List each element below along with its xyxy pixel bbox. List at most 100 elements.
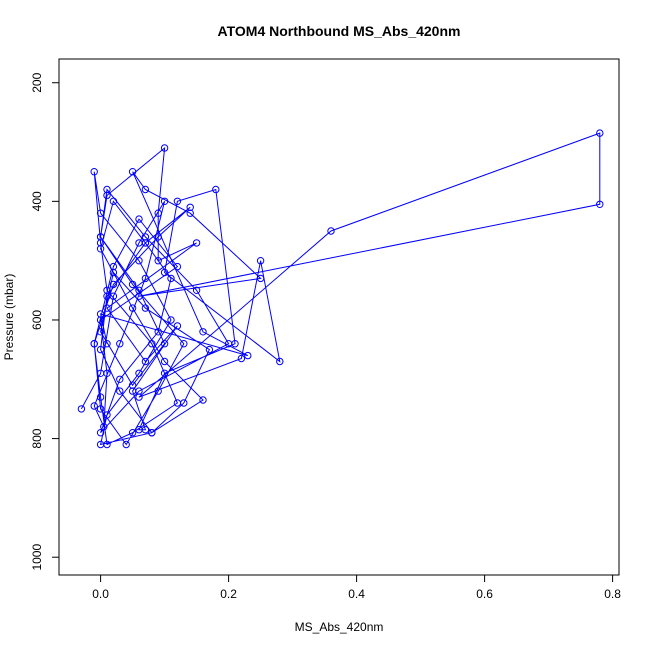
data-point xyxy=(596,200,604,209)
data-point xyxy=(109,268,118,277)
data-point xyxy=(77,405,86,413)
data-point xyxy=(596,129,604,137)
data-point xyxy=(160,369,169,377)
data-point xyxy=(186,203,194,212)
data-point xyxy=(256,257,265,265)
data-point xyxy=(90,402,98,410)
x-axis-label: MS_Abs_420nm xyxy=(295,620,384,634)
data-point xyxy=(90,340,98,348)
data-point xyxy=(135,369,143,377)
data-point xyxy=(141,239,150,247)
data-point xyxy=(96,328,105,336)
data-point xyxy=(135,426,143,434)
x-tick-label: 0.8 xyxy=(604,587,621,601)
data-point xyxy=(154,257,162,265)
data-point xyxy=(160,197,169,206)
series-points xyxy=(77,129,604,449)
x-tick-label: 0.0 xyxy=(92,587,109,601)
data-point xyxy=(154,387,162,395)
data-point xyxy=(128,387,137,395)
data-point xyxy=(116,375,124,383)
series-lines xyxy=(80,132,601,446)
data-point xyxy=(173,197,182,206)
data-point xyxy=(327,227,335,235)
data-point xyxy=(167,274,175,283)
data-point xyxy=(96,405,105,413)
data-point xyxy=(148,340,156,348)
x-axis: 0.0 0.2 0.4 0.6 0.8 xyxy=(92,574,621,601)
data-point xyxy=(103,292,111,300)
data-point xyxy=(103,369,111,377)
data-point xyxy=(116,387,124,395)
data-point xyxy=(96,233,105,241)
data-point xyxy=(148,429,156,437)
data-point xyxy=(141,185,150,194)
data-point xyxy=(160,268,169,277)
data-point xyxy=(256,274,265,283)
data-point xyxy=(109,280,118,289)
data-point xyxy=(135,215,143,223)
data-point xyxy=(100,423,108,431)
data-point xyxy=(199,396,207,404)
data-point xyxy=(96,345,105,354)
data-point xyxy=(231,340,239,348)
data-point xyxy=(180,340,188,348)
data-point xyxy=(199,328,207,336)
data-point xyxy=(103,440,111,449)
data-point xyxy=(103,185,111,194)
data-point xyxy=(141,357,150,366)
data-point xyxy=(160,340,169,348)
data-point xyxy=(186,209,194,217)
data-point xyxy=(160,357,169,366)
x-tick-label: 0.2 xyxy=(220,587,237,601)
data-point xyxy=(141,304,150,312)
y-tick-label: 1000 xyxy=(30,544,44,571)
plot-area xyxy=(77,129,604,449)
data-point xyxy=(96,393,105,401)
data-point xyxy=(212,185,220,194)
data-point xyxy=(192,239,201,247)
series-line xyxy=(80,132,601,446)
data-point xyxy=(109,197,118,206)
data-point xyxy=(128,168,137,176)
data-point xyxy=(141,274,150,283)
data-point xyxy=(96,429,105,437)
data-point xyxy=(167,316,175,324)
data-point xyxy=(122,440,130,449)
data-point xyxy=(116,340,124,348)
chart-title: ATOM4 Northbound MS_Abs_420nm xyxy=(218,23,461,39)
y-tick-label: 800 xyxy=(30,428,44,448)
y-tick-label: 400 xyxy=(30,191,44,211)
data-point xyxy=(135,292,143,300)
x-tick-label: 0.4 xyxy=(348,587,365,601)
x-tick-label: 0.6 xyxy=(476,587,493,601)
data-point xyxy=(135,393,143,401)
data-point xyxy=(180,399,188,407)
data-point xyxy=(96,209,105,217)
data-point xyxy=(160,144,169,152)
y-tick-label: 600 xyxy=(30,310,44,330)
data-point xyxy=(90,168,98,176)
y-axis-label: Pressure (mbar) xyxy=(2,274,16,361)
data-point xyxy=(154,209,162,217)
data-point xyxy=(103,304,111,312)
data-point xyxy=(103,191,111,200)
data-point xyxy=(205,345,214,354)
y-tick-label: 200 xyxy=(30,72,44,92)
data-point xyxy=(244,351,252,360)
y-axis: 200 400 600 800 1000 xyxy=(30,72,60,571)
data-point xyxy=(173,262,182,271)
data-point xyxy=(276,357,284,366)
data-point xyxy=(173,322,182,330)
data-point xyxy=(154,233,162,241)
data-point xyxy=(192,286,201,294)
data-point xyxy=(128,429,137,437)
data-point xyxy=(154,328,162,336)
data-point xyxy=(128,304,137,312)
data-point xyxy=(237,354,246,363)
data-point xyxy=(135,257,143,265)
data-point xyxy=(128,280,137,289)
data-point xyxy=(103,411,111,419)
